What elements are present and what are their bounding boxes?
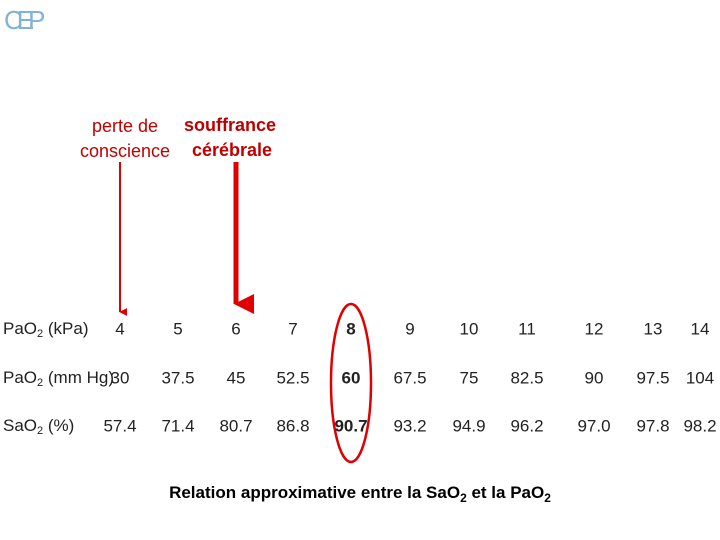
table-cell: 80.7 (219, 416, 252, 435)
annotation-line: cérébrale (192, 140, 272, 160)
table-cell: 90 (585, 368, 604, 387)
row-label-subscript: 2 (37, 377, 43, 389)
table-cell: 71.4 (161, 416, 194, 435)
caption-text: et la PaO (467, 483, 544, 502)
table-cell: 9 (405, 319, 414, 338)
row-label-text: SaO (3, 416, 37, 435)
caption-subscript: 2 (460, 491, 467, 505)
table-cell: 13 (644, 319, 663, 338)
table-cell: 12 (585, 319, 604, 338)
row-label-text: PaO (3, 368, 37, 387)
table-cell: 97.0 (577, 416, 610, 435)
table-cell: 94.9 (452, 416, 485, 435)
table-cell: 52.5 (276, 368, 309, 387)
table-cell: 37.5 (161, 368, 194, 387)
table-cell: 86.8 (276, 416, 309, 435)
table-cell: 6 (231, 319, 240, 338)
row-label: SaO2 (%) (3, 416, 74, 436)
table-cell: 97.8 (636, 416, 669, 435)
table-cell: 11 (518, 319, 536, 338)
table-cell: 45 (227, 368, 246, 387)
table-cell: 98.2 (683, 416, 716, 435)
table-cell: 14 (691, 319, 710, 338)
highlight-ellipse (329, 302, 373, 464)
table-cell: 75 (460, 368, 479, 387)
table-cell: 5 (173, 319, 182, 338)
row-label-subscript: 2 (37, 328, 43, 340)
table-cell: 93.2 (393, 416, 426, 435)
table-cell: 10 (460, 319, 479, 338)
table-cell: 7 (288, 319, 297, 338)
table-cell: 8 (346, 319, 355, 338)
table-cell: 82.5 (510, 368, 543, 387)
row-label-text: (%) (43, 416, 74, 435)
annotation-line: perte de (92, 116, 158, 136)
table-cell: 67.5 (393, 368, 426, 387)
table-cell: 60 (342, 368, 361, 387)
logo: CEP (4, 5, 44, 35)
row-label: PaO2 (mm Hg) (3, 368, 114, 388)
annotation-line: conscience (80, 141, 170, 161)
row-label-text: (mm Hg) (43, 368, 114, 387)
row-label-text: (kPa) (43, 319, 88, 338)
table-cell: 30 (111, 368, 130, 387)
table-cell: 4 (115, 319, 124, 338)
caption-subscript: 2 (544, 491, 551, 505)
row-label: PaO2 (kPa) (3, 319, 89, 339)
table-cell: 57.4 (103, 416, 136, 435)
row-label-subscript: 2 (37, 425, 43, 437)
row-label-text: PaO (3, 319, 37, 338)
table-cell: 104 (686, 368, 714, 387)
caption: Relation approximative entre la SaO2 et … (169, 483, 551, 505)
table-cell: 96.2 (510, 416, 543, 435)
caption-text: Relation approximative entre la SaO (169, 483, 460, 502)
annotation-line: souffrance (184, 115, 276, 135)
table-cell: 97.5 (636, 368, 669, 387)
table-cell: 90.7 (334, 416, 367, 435)
